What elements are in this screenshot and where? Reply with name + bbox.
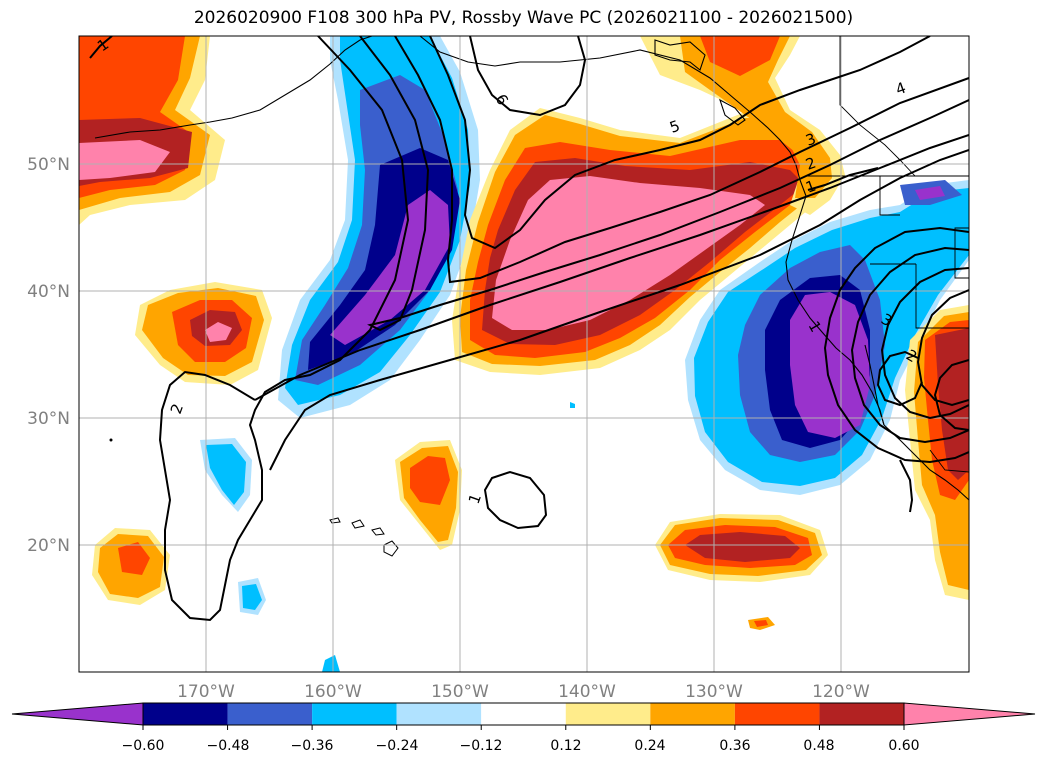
colorbar-tick-label: 0.12	[550, 738, 581, 754]
pv-contour-e-2	[880, 267, 969, 420]
lon-tick-label: 170°W	[177, 682, 235, 702]
anomaly-ne-coast	[640, 36, 845, 215]
us-west-coast	[785, 195, 885, 426]
colorbar-tick-label: 0.24	[634, 738, 665, 754]
colorbar-tick-label: −0.60	[122, 738, 165, 754]
colorbar-cell	[396, 703, 482, 725]
pv-contour-ne-1	[807, 167, 879, 191]
colorbar-tick-label: −0.48	[207, 738, 250, 754]
pv-contour-1-nw	[89, 36, 113, 59]
lon-tick-label: 120°W	[812, 682, 870, 702]
colorbar-tick-label: 0.60	[888, 738, 919, 754]
colorbar-tick-labels: −0.60 −0.48 −0.36 −0.24 −0.12 0.12 0.24 …	[122, 738, 920, 754]
latitude-axis: 20°N 30°N 40°N 50°N	[27, 155, 70, 556]
lon-tick-label: 150°W	[431, 682, 489, 702]
pv-contour-e-inner	[876, 350, 923, 407]
colorbar-ticks	[142, 725, 905, 730]
colorbar-extend-max	[903, 702, 1036, 726]
lat-tick-label: 30°N	[27, 409, 70, 429]
map-grid	[79, 36, 969, 672]
colorbar-tick-label: −0.12	[460, 738, 503, 754]
colorbar-cell	[312, 703, 397, 725]
longitude-axis: 170°W 160°W 150°W 140°W 130°W 120°W	[177, 682, 870, 702]
pv-contour-2b	[254, 134, 969, 401]
colorbar-tick-label: 0.36	[719, 738, 750, 754]
colorbar-tick-label: −0.24	[376, 738, 419, 754]
colorbar-cell	[650, 703, 735, 725]
coastlines	[94, 36, 969, 501]
colorbar-cell	[565, 703, 651, 725]
pv-contour-3	[359, 36, 969, 332]
pv-contour-1-closed	[483, 470, 548, 530]
pv-contour-2	[158, 36, 410, 622]
pv-contour-e-3	[850, 246, 969, 444]
map-panel[interactable]: 1 6 5 4 3 2 1 2 1 3 2 1	[78, 35, 970, 673]
colorbar-frame	[142, 702, 905, 726]
lon-tick-label: 130°W	[685, 682, 743, 702]
pv-contour-1-upper	[269, 149, 969, 471]
anomaly-small-neg-3	[322, 655, 340, 672]
pv-contours	[89, 36, 969, 622]
pv-contour-6	[469, 36, 587, 117]
lon-tick-label: 140°W	[558, 682, 616, 702]
pv-contour-4	[394, 36, 969, 284]
colorbar-cell	[734, 703, 820, 725]
map-frame	[78, 35, 970, 673]
pv-contour-e-4	[823, 226, 969, 464]
colorbar-cell	[227, 703, 313, 725]
colorbar-tick-label: 0.48	[803, 738, 834, 754]
lat-tick-label: 50°N	[27, 155, 70, 175]
hawaiian-islands	[109, 438, 399, 557]
pv-contour-5	[429, 36, 931, 250]
colorbar-cell	[143, 703, 228, 725]
colorbar: −0.60 −0.48 −0.36 −0.24 −0.12 0.12 0.24 …	[11, 702, 1036, 754]
pv-contour-e-1	[916, 289, 969, 407]
colorbar-cell	[481, 703, 566, 725]
anomaly-east-neg-core	[790, 292, 870, 438]
colorbar-cells	[11, 702, 1036, 726]
map-title: 2026020900 F108 300 hPa PV, Rossby Wave …	[193, 8, 854, 28]
lon-tick-label: 160°W	[304, 682, 362, 702]
pv-contour-e-lower	[933, 359, 969, 431]
colorbar-tick-label: −0.36	[291, 738, 334, 754]
alaska-coast	[94, 36, 373, 139]
lat-tick-label: 20°N	[27, 536, 70, 556]
colorbar-cell	[819, 703, 904, 725]
colorbar-extend-min	[11, 702, 144, 726]
lat-tick-label: 40°N	[27, 282, 70, 302]
